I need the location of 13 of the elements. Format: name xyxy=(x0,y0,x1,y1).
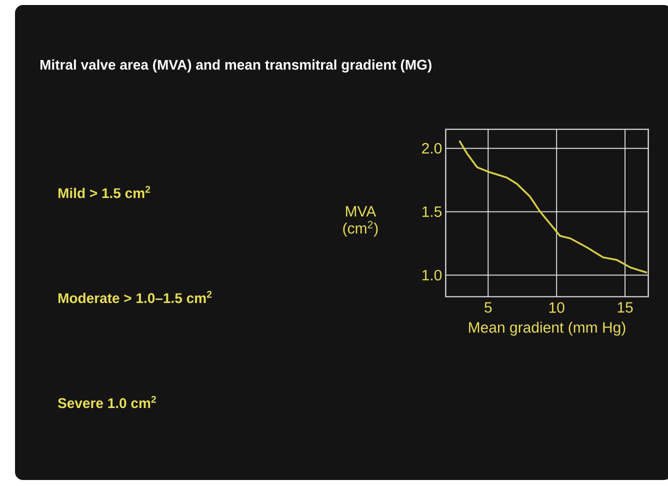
text: Mild > 1.5 cm$^{2}$ xyxy=(58,186,150,198)
line-series xyxy=(458,140,648,274)
text: Severe 1.0 cm$^{2}$ xyxy=(58,396,156,408)
y-tick-label: 1.5 xyxy=(422,206,442,217)
y-tick-label: 2.0 xyxy=(422,143,442,154)
x-axis-title: Mean gradient (mm Hg) xyxy=(469,322,626,336)
y-tick-label: 1.0 xyxy=(422,270,442,280)
text: Mitral valve area (MVA) and mean transmitral gradient (MG) xyxy=(40,59,432,73)
x-tick-label: 10 xyxy=(549,302,564,313)
y-axis-title: MVA (cm$^{2}$) xyxy=(343,206,378,237)
text: Moderate > 1.0–1.5 cm$^{2}$ xyxy=(58,290,212,304)
x-tick-label: 5 xyxy=(484,302,492,313)
x-tick-label: 15 xyxy=(618,302,633,313)
